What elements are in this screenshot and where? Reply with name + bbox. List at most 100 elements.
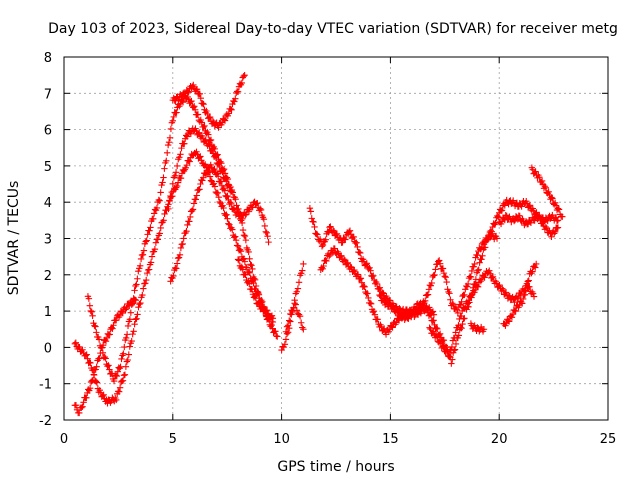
data-point (128, 337, 135, 345)
data-point (524, 278, 531, 285)
x-tick-label: 0 (60, 432, 68, 447)
data-point (287, 318, 294, 325)
data-point (76, 409, 83, 417)
data-point (119, 377, 127, 384)
data-point (470, 263, 477, 270)
data-point (498, 207, 506, 214)
data-point (122, 306, 129, 313)
data-point (248, 286, 256, 293)
data-point (532, 260, 540, 268)
y-tick-label: 1 (44, 305, 52, 320)
data-point (268, 321, 275, 329)
data-point (559, 213, 566, 220)
data-point (554, 217, 562, 224)
data-point (471, 260, 478, 268)
data-point (319, 265, 326, 272)
data-point (380, 295, 387, 302)
data-point (113, 396, 120, 404)
data-point (203, 107, 210, 115)
data-point (259, 304, 266, 311)
data-point (366, 299, 374, 307)
data-point (505, 318, 513, 325)
data-point (224, 192, 231, 200)
data-point (293, 307, 301, 314)
data-point (196, 186, 203, 193)
data-point (242, 271, 249, 279)
data-point (242, 211, 249, 219)
data-point (235, 205, 242, 213)
data-point (109, 325, 116, 332)
data-point (380, 325, 388, 332)
data-point (373, 280, 381, 288)
data-point (320, 262, 327, 270)
data-point (241, 258, 249, 265)
data-point (136, 262, 144, 270)
data-point (525, 277, 532, 284)
data-point (282, 336, 290, 343)
data-point (432, 266, 439, 273)
data-point (240, 231, 248, 239)
data-point (121, 343, 128, 351)
data-point (486, 270, 494, 277)
data-point (120, 350, 127, 357)
data-point (151, 245, 159, 253)
data-point (224, 181, 232, 188)
y-tick-label: 8 (44, 51, 52, 66)
data-point (143, 269, 151, 277)
data-point (105, 362, 112, 369)
data-point (194, 111, 202, 118)
y-tick-label: -2 (39, 414, 52, 429)
data-point (474, 251, 481, 259)
data-point (166, 134, 174, 142)
data-point (356, 249, 363, 256)
data-point (283, 323, 291, 330)
data-point (468, 291, 476, 298)
data-point (260, 216, 268, 223)
x-tick-label: 20 (491, 432, 508, 447)
data-point (474, 283, 482, 291)
data-point (171, 172, 179, 179)
data-point (390, 303, 397, 310)
data-point (480, 326, 488, 333)
data-point (222, 174, 229, 182)
data-point (142, 238, 149, 245)
data-point (239, 266, 246, 273)
data-point (536, 173, 543, 181)
data-point (110, 322, 117, 329)
data-point (238, 263, 246, 271)
data-point (538, 177, 546, 185)
data-point (123, 331, 131, 338)
data-point (139, 291, 146, 299)
data-point (529, 290, 537, 297)
data-point (234, 256, 242, 263)
data-point (508, 218, 515, 226)
data-point (466, 299, 473, 306)
data-point (181, 140, 188, 147)
data-point (177, 174, 185, 182)
data-point (350, 233, 357, 241)
data-point (110, 377, 118, 385)
series-track-l (376, 230, 501, 323)
data-point (83, 351, 90, 358)
series-track-c (84, 92, 235, 385)
data-point (79, 346, 86, 353)
data-point (169, 117, 176, 125)
data-point (229, 226, 236, 233)
data-point (225, 110, 232, 117)
data-point (114, 368, 121, 375)
data-point (529, 268, 536, 275)
data-point (530, 293, 538, 300)
data-point (506, 292, 513, 300)
data-point (519, 300, 526, 307)
data-point (553, 217, 561, 225)
data-point (129, 298, 136, 305)
series-track-r (467, 320, 488, 335)
data-point (323, 257, 330, 265)
data-point (376, 284, 384, 291)
data-point (272, 328, 279, 335)
y-tick-label: 4 (44, 196, 52, 211)
data-point (263, 229, 270, 237)
data-point (481, 274, 488, 281)
data-point (251, 276, 259, 284)
x-tick-label: 5 (169, 432, 177, 447)
